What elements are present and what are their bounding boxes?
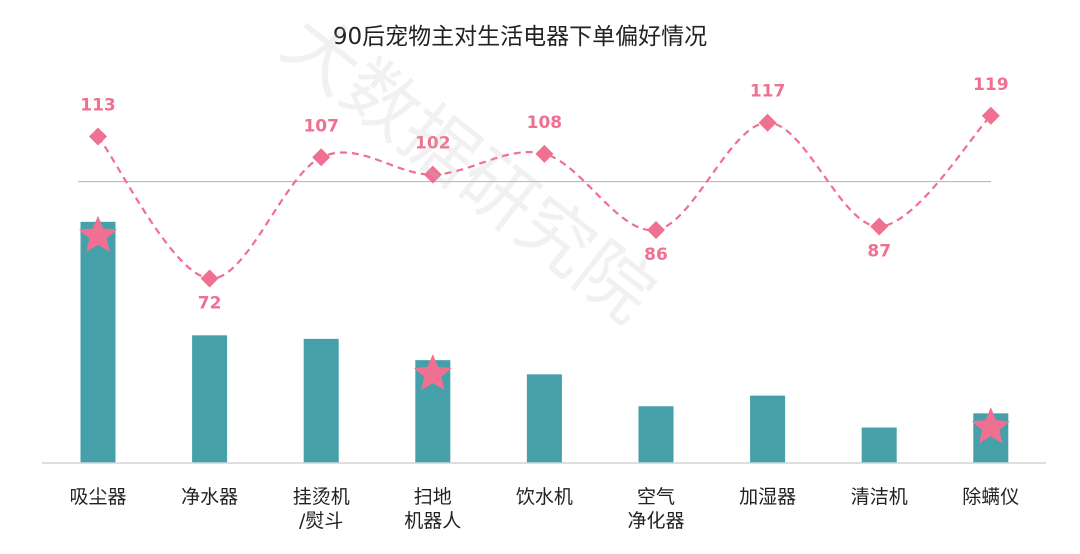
stars-layer bbox=[79, 215, 1010, 444]
star-marker bbox=[79, 215, 117, 252]
index-line bbox=[97, 114, 992, 280]
category-label: 净化器 bbox=[627, 510, 684, 532]
data-label: 86 bbox=[644, 245, 668, 265]
category-label: 清洁机 bbox=[851, 486, 908, 508]
category-label: 扫地 bbox=[414, 486, 452, 508]
line-point bbox=[423, 165, 442, 184]
chart-title: 90后宠物主对生活电器下单偏好情况 bbox=[333, 24, 707, 50]
bar bbox=[192, 335, 228, 463]
data-label: 119 bbox=[973, 75, 1009, 95]
category-label: 加湿器 bbox=[739, 486, 796, 508]
line-point bbox=[312, 148, 331, 167]
line-point bbox=[870, 217, 889, 236]
line-point bbox=[758, 113, 777, 132]
category-label: 空气 bbox=[637, 486, 675, 508]
bar bbox=[303, 338, 339, 463]
category-label: 饮水机 bbox=[516, 486, 573, 508]
data-label: 102 bbox=[415, 134, 451, 154]
line-point bbox=[535, 144, 554, 163]
data-label: 113 bbox=[80, 96, 116, 116]
category-label: /熨斗 bbox=[299, 510, 343, 532]
bar bbox=[80, 221, 116, 463]
data-label: 72 bbox=[198, 293, 222, 313]
line-point bbox=[89, 127, 107, 146]
watermark: 大数据研究院 bbox=[267, 0, 670, 340]
line-point bbox=[647, 221, 665, 239]
line-point bbox=[981, 106, 1000, 125]
bar bbox=[861, 427, 897, 463]
star-marker bbox=[971, 407, 1010, 444]
data-label: 117 bbox=[750, 82, 786, 102]
data-label: 108 bbox=[527, 113, 563, 133]
category-label: 吸尘器 bbox=[69, 486, 126, 508]
markers-layer bbox=[89, 106, 1000, 288]
bar bbox=[526, 374, 562, 463]
category-label: 除螨仪 bbox=[962, 486, 1019, 508]
category-label: 机器人 bbox=[404, 510, 461, 532]
data-label: 107 bbox=[303, 116, 339, 136]
star-marker bbox=[413, 354, 452, 391]
bar bbox=[638, 406, 674, 463]
line-point bbox=[200, 269, 219, 288]
bar bbox=[750, 395, 786, 463]
data-labels-layer: 113 72 107 102 108 86 117 87 119 bbox=[80, 75, 1008, 314]
data-label: 87 bbox=[867, 242, 891, 262]
category-label: 净水器 bbox=[181, 486, 238, 508]
category-label: 挂烫机 bbox=[293, 486, 350, 508]
